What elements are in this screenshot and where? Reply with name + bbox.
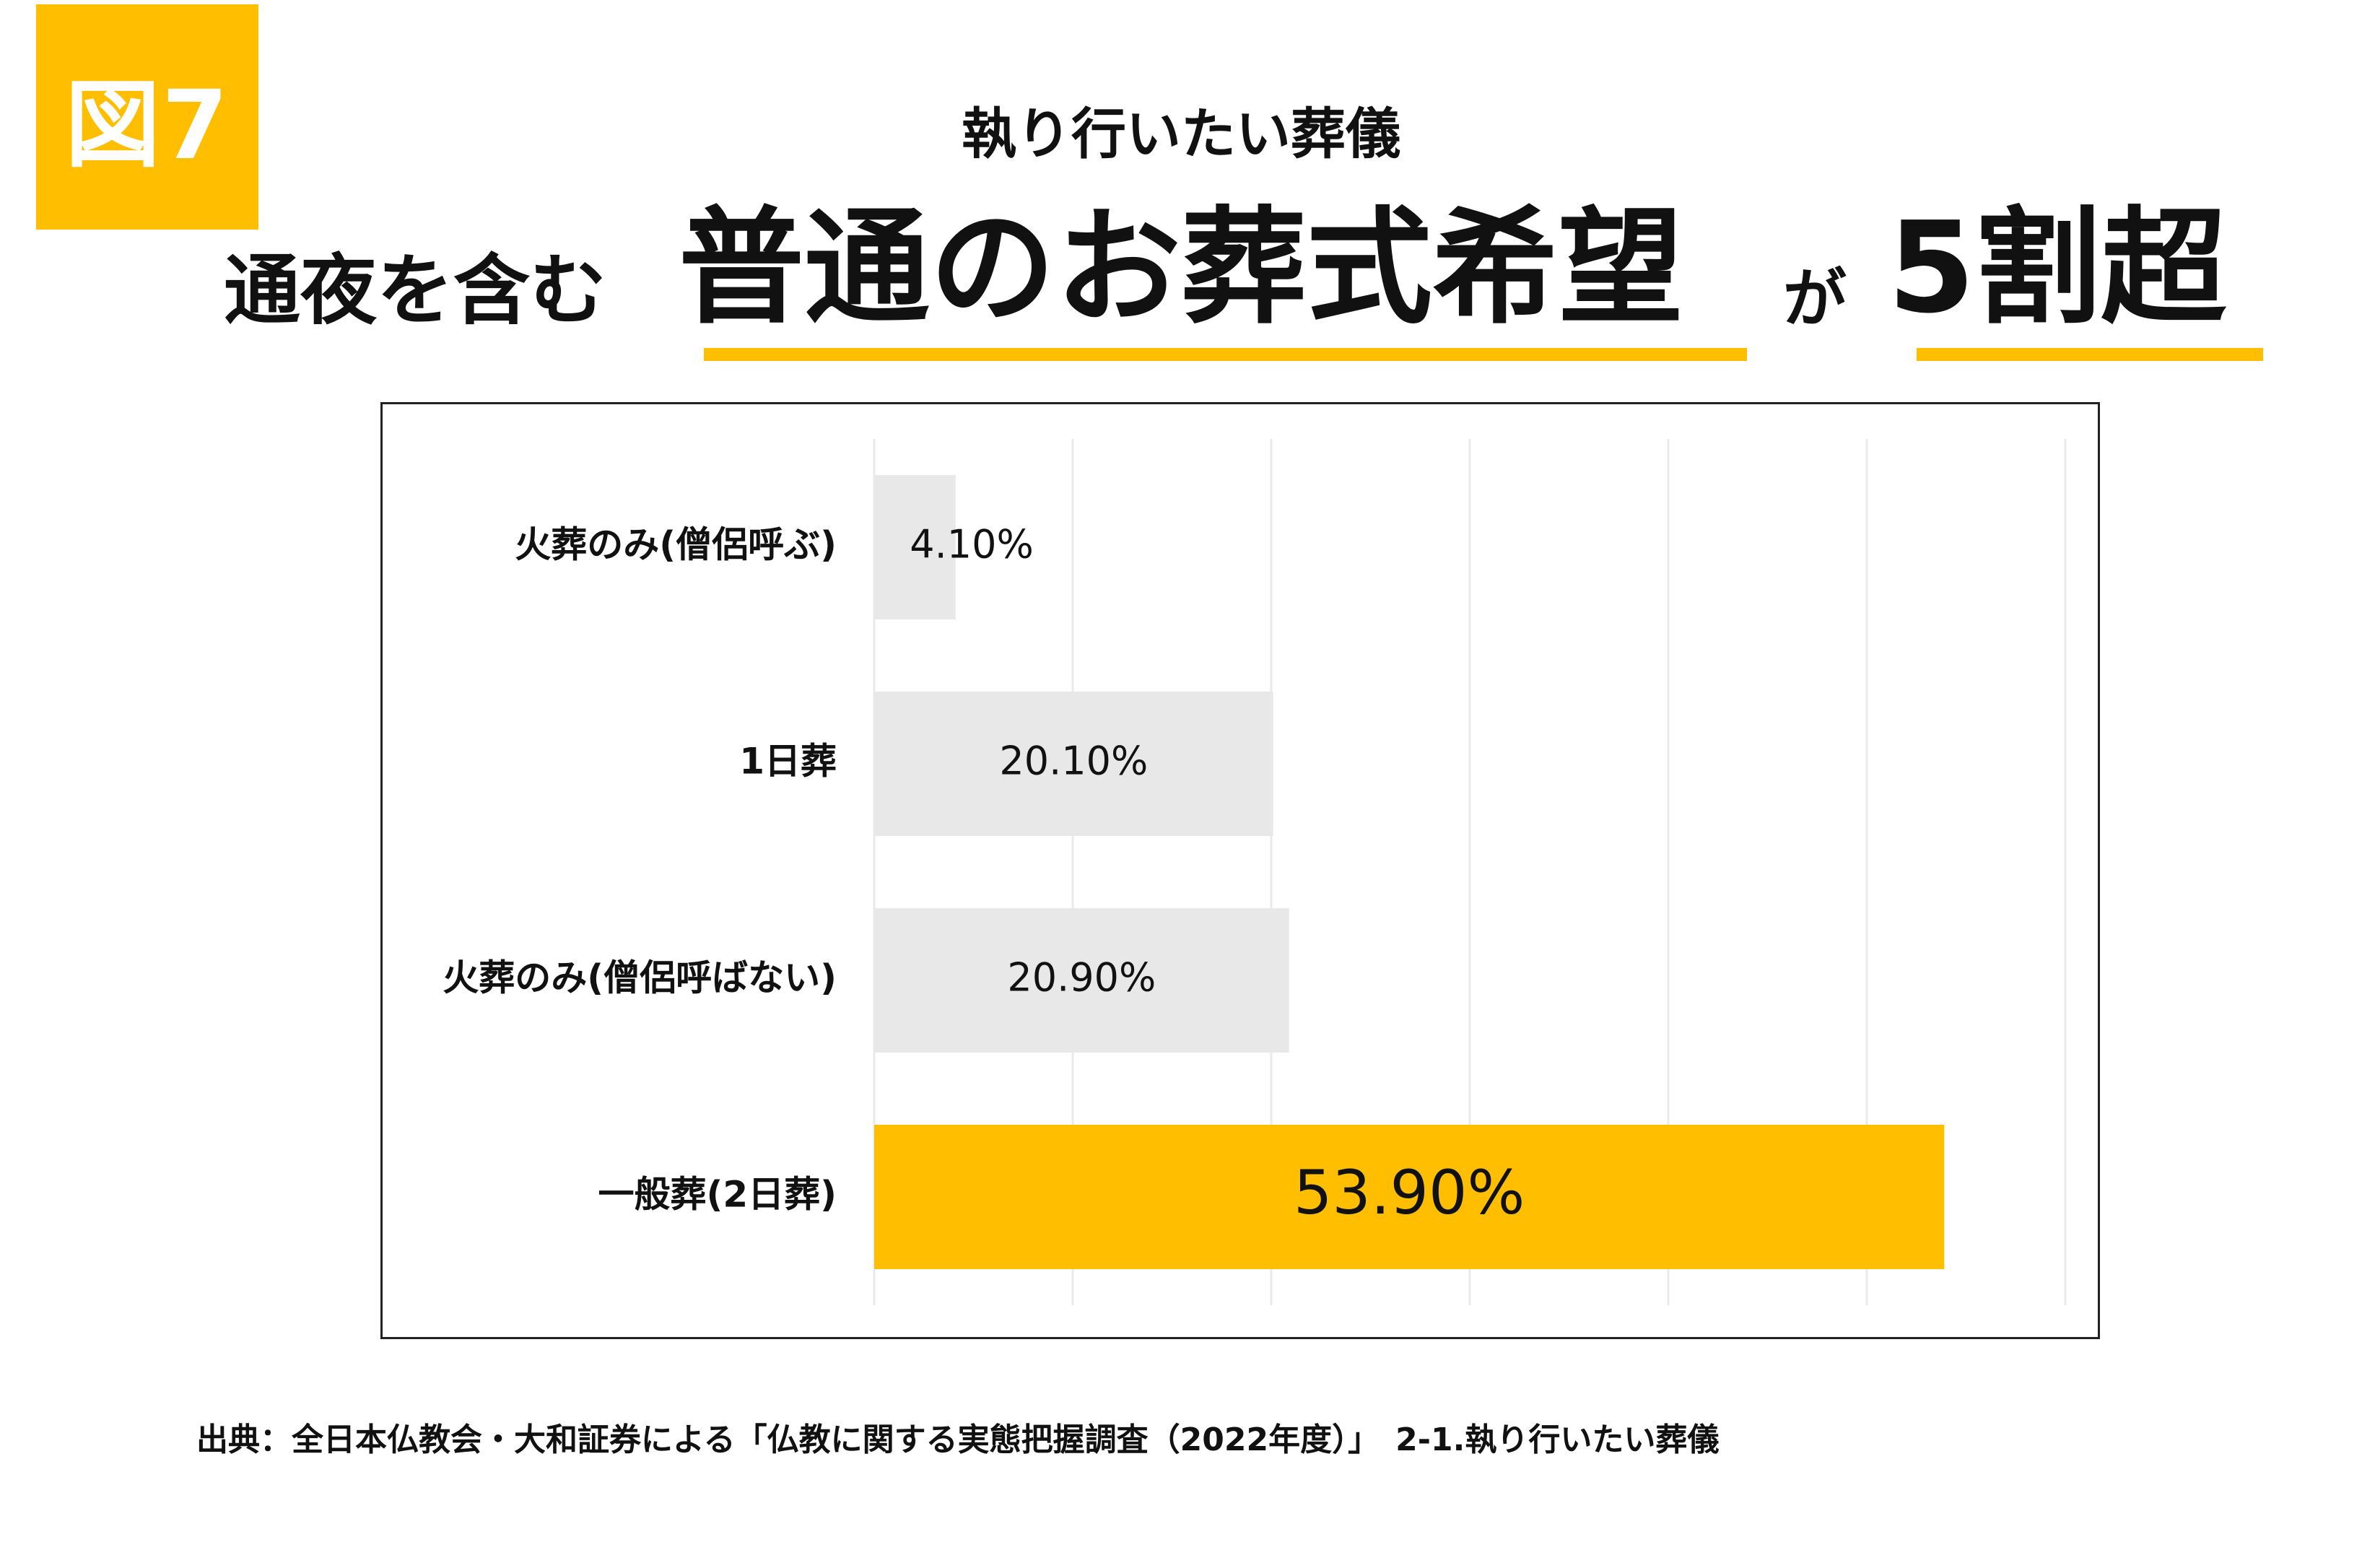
category-label: 火葬のみ(僧侶呼ばない) [443,957,837,999]
category-label: 火葬のみ(僧侶呼ぶ) [515,524,837,566]
category-label: 一般葬(2日葬) [598,1174,837,1216]
value-label: 20.10% [999,739,1148,784]
headline-percentage-underline [1917,348,2263,361]
category-label: 1日葬 [739,741,837,783]
figure-badge: 図7 [36,4,258,230]
value-label: 53.90% [1294,1157,1525,1228]
headline-emphasis-underline [704,348,1747,361]
chart-frame: 火葬のみ(僧侶呼ぶ) 4.10% 1日葬 20.10% 火葬のみ(僧侶呼ばない) 20.9… [380,402,2100,1339]
source-note: 出典：全日本仏教会・大和証券による「仏教に関する実態把握調査（2022年度）」 … [196,1421,1720,1458]
bar [874,908,1289,1053]
headline-percentage: 5割超 [1888,195,2227,341]
bar [874,1125,1945,1269]
headline-prefix: 通夜を含む [224,246,606,335]
figure-label: 図7 [65,69,230,181]
headline-connector: が [1783,261,1847,336]
bar [874,475,956,619]
bar [874,692,1273,836]
value-label: 4.10% [910,522,1034,567]
value-label: 20.90% [1007,955,1156,1001]
headline-emphasis: 普通のお葬式希望 [679,195,1684,341]
bar-chart: 火葬のみ(僧侶呼ぶ) 4.10% 1日葬 20.10% 火葬のみ(僧侶呼ばない) 20.9… [443,439,2067,1305]
chart-subtitle: 執り行いたい葬儀 [962,102,1400,166]
